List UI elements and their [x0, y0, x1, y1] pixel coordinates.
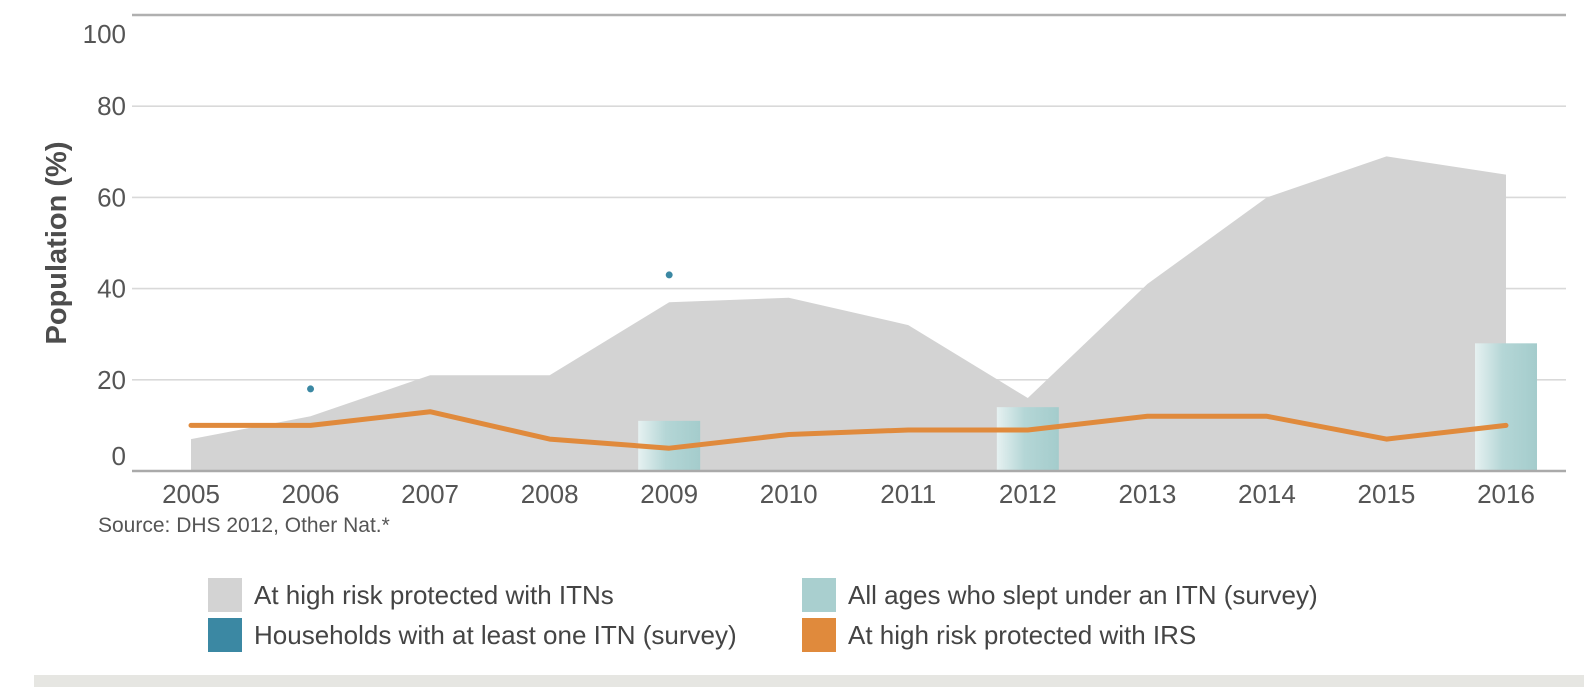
legend-item-irs: At high risk protected with IRS [802, 618, 1196, 652]
legend-swatch-itn-high-risk [208, 578, 242, 612]
x-tick-label: 2007 [401, 479, 459, 509]
irs-line-series [188, 409, 1509, 451]
x-tick-label: 2005 [162, 479, 220, 509]
legend-item-households-itn: Households with at least one ITN (survey… [208, 618, 737, 652]
source-note: Source: DHS 2012, Other Nat.* [98, 514, 390, 537]
x-tick-label: 2008 [521, 479, 579, 509]
survey-bars [638, 343, 1537, 471]
legend-label: At high risk protected with ITNs [254, 579, 614, 610]
legend-label: At high risk protected with IRS [848, 619, 1197, 650]
household-dot [665, 271, 673, 279]
legend-swatch-slept-under-itn [802, 578, 836, 612]
itn-area [191, 156, 1506, 472]
footer-bar [34, 675, 1584, 687]
y-tick-label: 0 [112, 441, 126, 471]
x-tick-label: 2009 [640, 479, 698, 509]
x-tick-label: 2015 [1358, 479, 1416, 509]
x-tick-label: 2016 [1477, 479, 1535, 509]
x-tick-label: 2014 [1238, 479, 1296, 509]
legend-item-itn-high-risk: At high risk protected with ITNs [208, 578, 614, 612]
x-tick-label: 2012 [999, 479, 1057, 509]
legend-swatch-irs [802, 618, 836, 652]
y-tick-label: 20 [97, 365, 126, 395]
x-tick-label: 2010 [760, 479, 818, 509]
irs-line [188, 409, 1509, 451]
x-tick-label: 2006 [282, 479, 340, 509]
itn-area-series [191, 156, 1506, 472]
legend-label: Households with at least one ITN (survey… [254, 619, 737, 650]
axes: 0 20 40 60 80 100 2005 2006 2007 2008 2009 2010 2011… [83, 19, 1566, 509]
legend-label: All ages who slept under an ITN (survey) [848, 579, 1318, 610]
x-tick-label: 2011 [880, 479, 936, 509]
survey-bar [996, 407, 1059, 471]
household-dots [307, 271, 673, 393]
y-tick-label: 100 [83, 19, 126, 49]
legend-swatch-households-itn [208, 618, 242, 652]
legend: At high risk protected with ITNs All age… [208, 578, 1408, 658]
y-axis-label: Population (%) [41, 142, 73, 345]
y-tick-label: 40 [97, 274, 126, 304]
legend-item-slept-under-itn: All ages who slept under an ITN (survey) [802, 578, 1318, 612]
y-tick-label: 80 [97, 91, 126, 121]
survey-bar [1475, 343, 1537, 471]
household-dot [307, 385, 315, 393]
y-tick-label: 60 [97, 182, 126, 212]
chart: 0 20 40 60 80 100 2005 2006 2007 2008 2009 2010 2011… [41, 13, 1566, 509]
x-tick-label: 2013 [1118, 479, 1176, 509]
